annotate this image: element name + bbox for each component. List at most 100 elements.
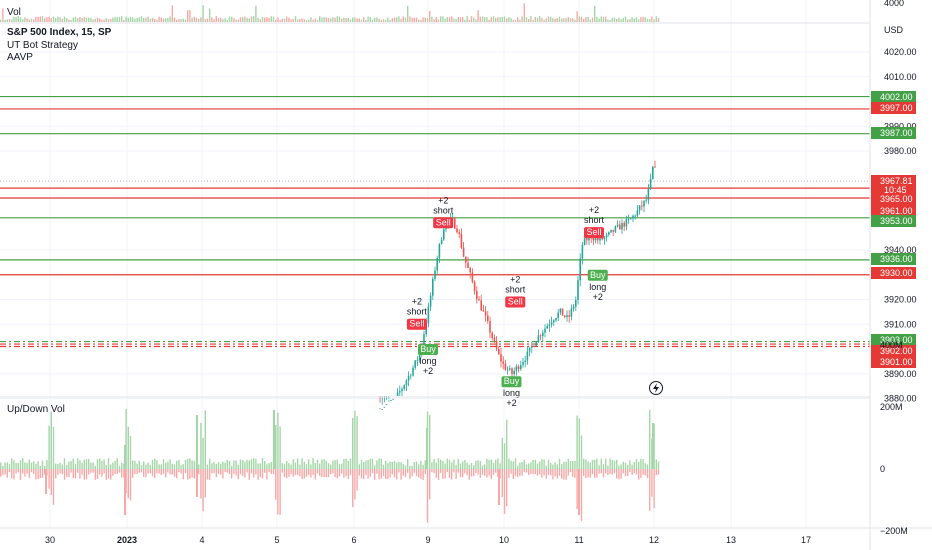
- down-volume-bar: [206, 469, 209, 480]
- price-axis[interactable]: 4020.00 4010.00 3990.00 3980.00 3940.00 3920.…: [871, 0, 917, 404]
- down-volume-bar: [169, 469, 171, 475]
- volume-bar: [277, 17, 279, 22]
- level-tag-text: 3902.00: [880, 346, 913, 356]
- down-volume-bar: [246, 469, 248, 473]
- volume-bar: [334, 17, 336, 22]
- down-volume-bar: [349, 469, 352, 476]
- down-volume-bar: [345, 469, 347, 476]
- volume-bar: [13, 16, 15, 22]
- candle-body: [645, 199, 647, 201]
- up-volume-bar: [112, 462, 114, 469]
- up-volume-bar: [189, 458, 191, 469]
- candle-body: [482, 310, 485, 312]
- time-tick-label: 10: [499, 535, 509, 545]
- up-volume-bar: [541, 459, 543, 469]
- candle-body: [564, 315, 566, 317]
- up-volume-bar: [611, 460, 613, 469]
- volume-bar: [224, 18, 226, 22]
- up-volume-bar: [33, 461, 35, 469]
- up-volume-bar: [622, 461, 624, 469]
- down-volume-bar: [94, 469, 96, 480]
- candle-body: [566, 315, 568, 317]
- candle-body: [440, 239, 443, 244]
- vol-legend[interactable]: Vol: [7, 7, 21, 18]
- candle-body: [577, 280, 579, 301]
- down-volume-bar: [365, 469, 367, 475]
- volume-axis[interactable]: 400M 200M 0 −200M: [880, 340, 908, 536]
- down-volume-bar: [158, 469, 160, 474]
- down-volume-bar: [534, 469, 536, 475]
- volume-bar: [396, 17, 398, 22]
- last-price-countdown: 10:45: [884, 185, 907, 195]
- up-volume-bar: [389, 461, 391, 469]
- down-volume-bar: [88, 469, 90, 475]
- up-volume-bar: [376, 460, 378, 469]
- down-volume-bar: [547, 469, 550, 476]
- down-volume-bar: [213, 469, 215, 474]
- volume-bar: [448, 17, 451, 22]
- up-volume-bar: [279, 426, 281, 469]
- up-volume-bar: [193, 460, 195, 469]
- down-volume-bar: [26, 469, 28, 474]
- up-volume-bar: [653, 423, 655, 469]
- volume-bar: [374, 17, 376, 22]
- up-volume-bar: [508, 458, 510, 469]
- up-volume-bar: [270, 462, 272, 469]
- candle-body: [436, 258, 438, 271]
- volume-bar: [158, 16, 160, 22]
- up-volume-bar: [222, 461, 224, 469]
- candle-body: [412, 367, 414, 376]
- up-volume-bar: [116, 458, 118, 469]
- down-volume-bar: [407, 469, 409, 473]
- up-volume-bar: [85, 459, 88, 469]
- up-down-vol-legend[interactable]: Up/Down Vol: [7, 404, 65, 415]
- up-volume-bar: [235, 460, 237, 469]
- down-volume-bar: [631, 469, 633, 475]
- volume-bar: [433, 19, 435, 22]
- volume-bar: [312, 19, 314, 22]
- down-volume-bar: [565, 469, 567, 480]
- indicator-legend[interactable]: AAVP: [7, 52, 33, 63]
- time-tick-label: 2023: [117, 535, 137, 545]
- candle-body: [583, 238, 586, 246]
- up-volume-bar: [613, 460, 616, 469]
- up-volume-bar: [303, 462, 305, 469]
- candle-body: [550, 322, 553, 325]
- up-volume-bar: [624, 462, 627, 469]
- candle-body: [632, 215, 634, 219]
- strategy-legend[interactable]: UT Bot Strategy: [7, 40, 78, 51]
- candle-body: [605, 234, 608, 238]
- volume-tick-label: −200M: [880, 526, 908, 536]
- down-volume-bar: [448, 469, 451, 479]
- down-volume-bar: [189, 469, 191, 479]
- level-tag: [871, 193, 916, 205]
- candle-body: [542, 332, 544, 337]
- volume-bar: [462, 17, 464, 22]
- down-volume-bar: [154, 469, 156, 478]
- down-volume-bar: [567, 469, 569, 476]
- symbol-title[interactable]: S&P 500 Index, 15, SP: [7, 27, 112, 38]
- volume-bar: [495, 17, 497, 22]
- volume-bar: [371, 19, 374, 22]
- up-volume-bar: [583, 458, 585, 469]
- volume-bar: [297, 19, 299, 22]
- signal-text: long: [503, 388, 520, 398]
- candle-body: [641, 205, 643, 207]
- down-volume-bar: [0, 469, 2, 477]
- time-axis[interactable]: 30 2023 4 5 6 9 10 11 12 13 17: [45, 535, 811, 545]
- up-volume-bar: [462, 461, 464, 469]
- up-volume-bar: [479, 461, 481, 469]
- lightning-icon[interactable]: [649, 381, 663, 395]
- volume-bar: [470, 16, 473, 22]
- down-volume-bar: [598, 469, 600, 474]
- down-volume-bar: [354, 469, 356, 500]
- down-volume-bar: [211, 469, 213, 474]
- volume-bar: [536, 17, 539, 22]
- volume-bar: [116, 17, 118, 22]
- volume-bar: [327, 18, 330, 22]
- sell-tag: [584, 227, 604, 239]
- down-volume-bar: [149, 469, 151, 474]
- volume-bar: [356, 18, 358, 22]
- candle-body: [465, 256, 467, 263]
